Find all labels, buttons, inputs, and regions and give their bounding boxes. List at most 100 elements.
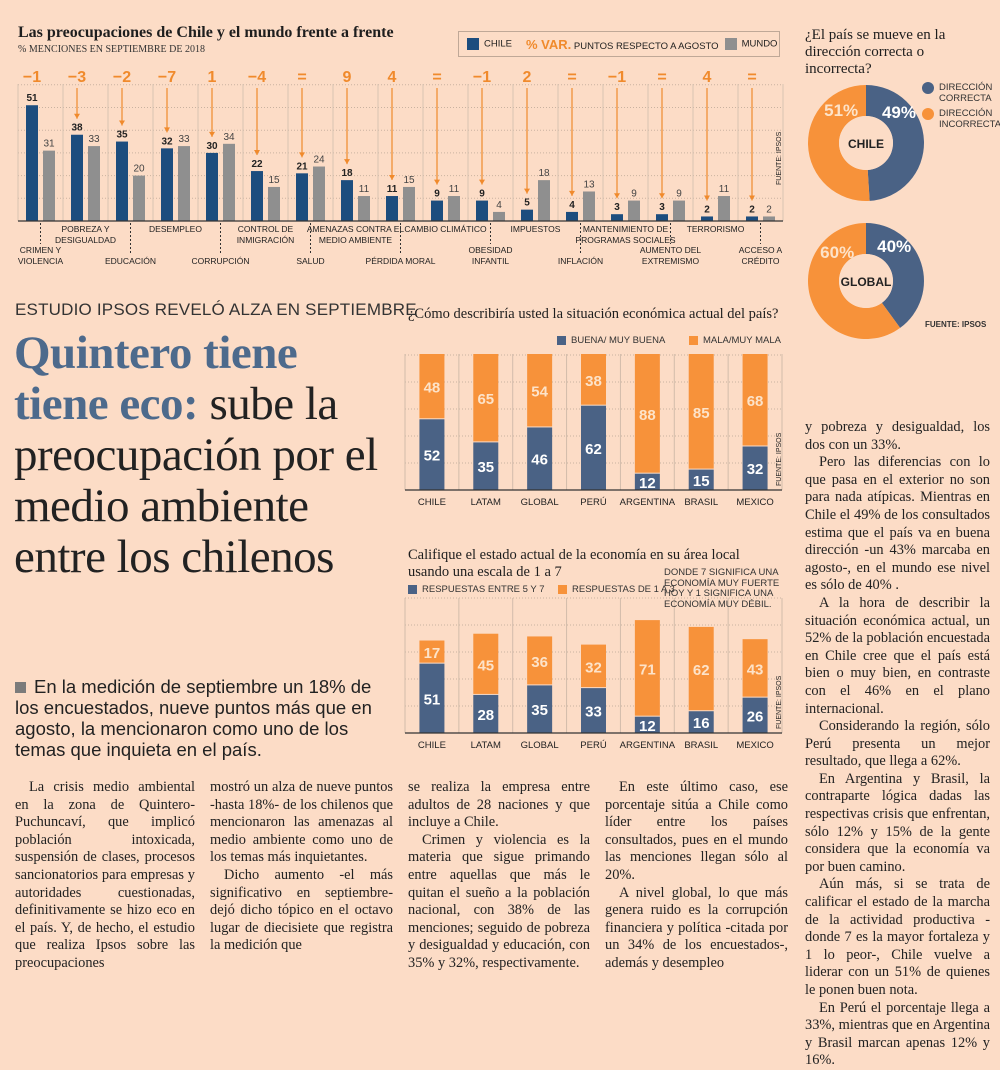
source-label: FUENTE: IPSOS [776, 675, 783, 729]
value-label-mundo: 33 [88, 134, 100, 145]
paragraph: A nivel global, lo que más genera ruido … [605, 884, 788, 971]
paragraph: y pobreza y desigualdad, los dos con un … [805, 419, 990, 453]
value-label-mundo: 9 [631, 189, 637, 200]
variation-label: −1 [473, 69, 491, 86]
legend-incorrect-label: DIRECCIÓN INCORRECTA [939, 108, 1000, 130]
bar-chile [656, 214, 668, 221]
value-label-chile: 22 [251, 159, 263, 170]
category-label: GLOBAL [521, 740, 559, 751]
source-label: FUENTE: IPSOS [776, 131, 783, 185]
value-label-chile: 30 [206, 141, 218, 152]
donut-percent-label: 51% [824, 101, 858, 120]
legend-1-3-label: RESPUESTAS DE 1 A 3 [572, 584, 675, 595]
value-label-positive: 28 [477, 707, 494, 724]
article-kicker: ESTUDIO IPSOS REVELÓ ALZA EN SEPTIEMBRE [15, 300, 417, 319]
bar-mundo [763, 216, 775, 221]
legend-mundo: MUNDO [724, 38, 777, 50]
value-label-mundo: 31 [43, 139, 55, 150]
article-column-2: mostró un alza de nueve puntos -hasta 18… [210, 779, 393, 955]
variation-label: = [747, 69, 756, 86]
bar-mundo [358, 196, 370, 221]
arrow-head-icon [299, 152, 305, 158]
bar-chile [206, 152, 218, 221]
incorrect-dot-icon [922, 108, 934, 120]
bar-positive [419, 419, 445, 490]
category-label: LATAM [471, 497, 501, 508]
bar-positive [742, 446, 768, 490]
headline-highlight: Quintero tiene tiene eco: [14, 327, 298, 430]
value-label-chile: 38 [71, 123, 83, 134]
legend-buena-label: BUENA/ MUY BUENA [571, 335, 666, 346]
value-label-positive: 26 [747, 708, 764, 725]
arrow-head-icon [389, 175, 395, 181]
donut-slice [807, 223, 901, 340]
bar-chile [341, 180, 353, 221]
bar-negative [473, 354, 499, 442]
legend-5-7: RESPUESTAS ENTRE 5 Y 7 [408, 584, 545, 595]
variation-label: 4 [703, 69, 712, 86]
variation-label: = [297, 69, 306, 86]
bar-chile [161, 148, 173, 221]
bar-chile [296, 173, 308, 221]
bar-mundo [628, 200, 640, 221]
bar-mundo [268, 186, 280, 221]
donut-hole [839, 116, 893, 170]
bar-chile [26, 105, 38, 221]
category-label: CHILE [418, 497, 446, 508]
bar-negative [634, 620, 660, 716]
paragraph: Crimen y violencia es la materia que sig… [408, 831, 590, 971]
mundo-swatch-icon [724, 38, 737, 50]
value-label-negative: 65 [477, 391, 494, 408]
category-label: AMENAZAS CONTRA EL [307, 224, 405, 234]
category-label: MEDIO AMBIENTE [319, 235, 393, 245]
paragraph: Aún más, si se trata de calificar el est… [805, 876, 990, 998]
category-label: MEXICO [736, 497, 773, 508]
scale-note: DONDE 7 SIGNIFICA UNA ECONOMÍA MUY FUERT… [664, 567, 780, 610]
bar-negative [634, 354, 660, 473]
legend-variation-note: PUNTOS RESPECTO A AGOSTO [573, 40, 719, 52]
paragraph: A la hora de describir la situación econ… [805, 594, 990, 717]
category-label: CRÉDITO [741, 256, 779, 266]
source-label: FUENTE: IPSOS [776, 432, 783, 486]
arrow-head-icon [434, 179, 440, 185]
article-column-4: En este último caso, ese porcentaje sitú… [605, 779, 788, 973]
bar-mundo [313, 166, 325, 221]
category-label: PERÚ [580, 740, 607, 751]
article-lede: En la medición de septiembre un 18% de l… [15, 676, 395, 760]
variation-label: 2 [523, 69, 532, 86]
donut-source: FUENTE: IPSOS [925, 320, 987, 329]
value-label-mundo: 34 [223, 132, 235, 143]
variation-label: −1 [23, 69, 41, 86]
value-label-positive: 51 [424, 691, 441, 708]
value-label-negative: 45 [477, 657, 494, 674]
paragraph: En Perú el porcentaje llega a 33%, mient… [805, 999, 990, 1069]
bar-negative [688, 626, 714, 711]
bar-chile [521, 209, 533, 221]
bar-mundo [718, 196, 730, 221]
bar-positive [634, 473, 660, 490]
arrow-head-icon [524, 188, 530, 194]
arrow-head-icon [479, 179, 485, 185]
paragraph: se realiza la empresa entre adultos de 2… [408, 779, 590, 831]
value-label-negative: 48 [424, 380, 441, 397]
arrow-head-icon [749, 195, 755, 201]
bar-positive [527, 685, 553, 733]
category-label: INFANTIL [472, 256, 510, 266]
value-label-mundo: 33 [178, 134, 190, 145]
bar-negative [742, 354, 768, 446]
economy-chart-title: ¿Cómo describiría usted la situación eco… [408, 306, 779, 322]
value-label-positive: 12 [639, 475, 656, 492]
bar-chile [476, 200, 488, 221]
value-label-positive: 32 [747, 461, 764, 478]
paragraph: En este último caso, ese porcentaje sitú… [605, 779, 788, 883]
correct-dot-icon [922, 82, 934, 94]
value-label-positive: 35 [531, 702, 548, 719]
value-label-chile: 11 [387, 184, 398, 195]
bar-positive [688, 469, 714, 490]
value-label-chile: 35 [116, 130, 128, 141]
value-label-mundo: 13 [583, 179, 595, 190]
bar-chile [611, 214, 623, 221]
bar-mundo [88, 146, 100, 221]
paragraph: Pero las diferencias con lo que pasa en … [805, 454, 990, 594]
